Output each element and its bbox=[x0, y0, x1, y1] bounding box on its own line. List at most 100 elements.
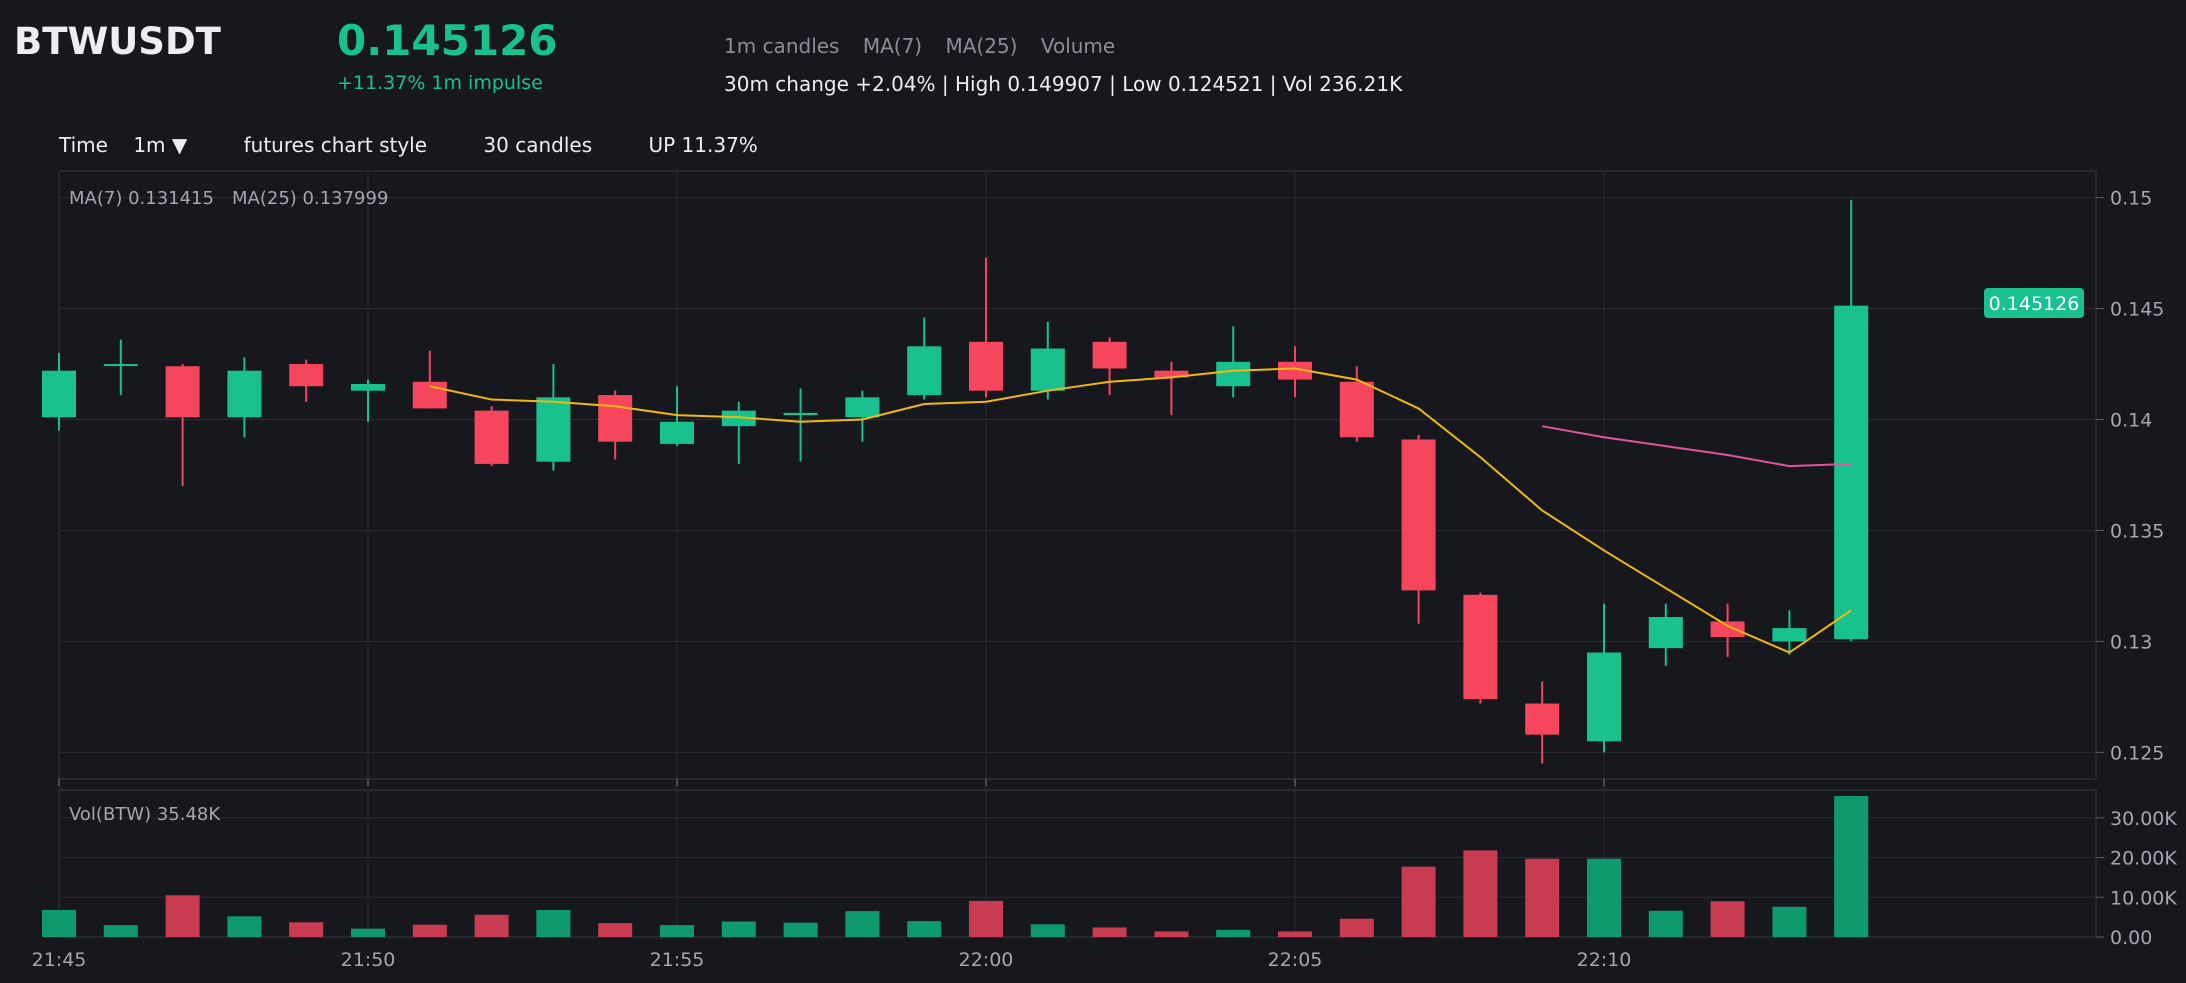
volume-bar bbox=[969, 900, 1003, 937]
volume-bar bbox=[1092, 927, 1127, 937]
ma25-value-label: MA(25) 0.137999 bbox=[232, 188, 388, 209]
volume-bar bbox=[474, 914, 509, 937]
price-tick-label: 0.145 bbox=[2110, 299, 2164, 321]
candles bbox=[42, 199, 1869, 764]
candle-up bbox=[351, 384, 385, 391]
price-tag-text: 0.145126 bbox=[1989, 293, 2080, 315]
volume-bar bbox=[536, 909, 571, 937]
volume-bar bbox=[783, 922, 818, 937]
candle-up bbox=[660, 421, 694, 444]
candle-down bbox=[289, 364, 324, 387]
volume-label: Vol(BTW) 35.48K bbox=[69, 804, 221, 825]
candle-down bbox=[1463, 594, 1498, 700]
symbol-title: BTWUSDT bbox=[14, 20, 221, 63]
volume-bar bbox=[1216, 929, 1251, 937]
candle-count: 30 candles bbox=[483, 133, 593, 157]
time-label: Time bbox=[59, 133, 108, 157]
candle-down bbox=[1154, 370, 1189, 378]
volume-bar bbox=[42, 909, 76, 937]
time-tick-label: 22:00 bbox=[959, 949, 1014, 971]
volume-bar bbox=[1154, 931, 1189, 937]
axes: 0.15 0.145 0.14 0.135 0.13 0.125 30.00K 20.00K 1… bbox=[32, 188, 2178, 971]
legend-ma7[interactable]: MA(7) bbox=[862, 34, 923, 58]
chart-toolbar: Time 1m ▼ futures chart style 30 candles… bbox=[59, 133, 758, 157]
candle-down bbox=[1339, 381, 1374, 438]
price-tag bbox=[1984, 288, 2084, 318]
volume-bar bbox=[598, 923, 633, 937]
last-price: 0.145126 bbox=[337, 16, 558, 65]
volume-bar bbox=[351, 928, 385, 937]
price-tick-label: 0.15 bbox=[2110, 188, 2152, 210]
candle-up bbox=[783, 412, 818, 416]
candle-down bbox=[969, 341, 1003, 391]
volume-tick-label: 10.00K bbox=[2110, 887, 2177, 909]
price-tick-label: 0.14 bbox=[2110, 410, 2152, 432]
candle-up bbox=[907, 346, 942, 396]
candle-down bbox=[474, 410, 509, 464]
candle-down bbox=[1710, 621, 1745, 637]
volume-bar bbox=[1278, 931, 1312, 937]
volume-bar bbox=[412, 924, 447, 937]
volume-bar bbox=[103, 925, 138, 937]
time-tick-label: 21:50 bbox=[341, 949, 396, 971]
candle-up bbox=[227, 370, 262, 418]
candle-up bbox=[721, 410, 756, 427]
candle-up bbox=[1030, 348, 1065, 391]
candle-down bbox=[412, 381, 447, 409]
price-tick-label: 0.135 bbox=[2110, 520, 2164, 542]
candle-up bbox=[42, 370, 76, 418]
volume-tick-label: 30.00K bbox=[2110, 808, 2177, 830]
volume-tick-label: 20.00K bbox=[2110, 848, 2177, 870]
time-tick-label: 22:10 bbox=[1577, 949, 1632, 971]
legend-candles[interactable]: 1m candles bbox=[724, 34, 840, 58]
ma25-line bbox=[1542, 425, 1852, 468]
candle-down bbox=[165, 366, 200, 418]
indicator-legend: 1m candles MA(7) MA(25) Volume bbox=[724, 34, 1132, 58]
candle-up bbox=[1834, 305, 1869, 640]
volume-bar bbox=[1648, 910, 1683, 937]
volume-bar bbox=[165, 895, 200, 937]
grid bbox=[58, 170, 2097, 938]
volume-bar bbox=[907, 921, 942, 937]
time-tick-label: 21:45 bbox=[32, 949, 87, 971]
candle-up bbox=[536, 397, 571, 462]
volume-tick-label: 0.00 bbox=[2110, 927, 2152, 949]
candle-up bbox=[1772, 628, 1807, 642]
candle-up bbox=[1587, 652, 1621, 742]
moving-averages bbox=[429, 367, 1852, 654]
candle-up bbox=[845, 397, 880, 418]
volume-bar bbox=[227, 916, 262, 937]
candle-up bbox=[103, 364, 138, 367]
candle-up bbox=[1216, 361, 1251, 387]
candle-up bbox=[1648, 617, 1683, 649]
volume-bar bbox=[1463, 850, 1498, 937]
legend-ma25[interactable]: MA(25) bbox=[945, 34, 1018, 58]
volume-bar bbox=[721, 921, 756, 937]
volume-bar bbox=[289, 922, 324, 937]
interval-select[interactable]: 1m ▼ bbox=[133, 133, 188, 157]
stats-summary: 30m change +2.04% | High 0.149907 | Low … bbox=[724, 72, 1403, 96]
time-tick-label: 22:05 bbox=[1268, 949, 1323, 971]
volume-bar bbox=[660, 925, 694, 937]
volume-bars bbox=[42, 796, 1869, 937]
legend-volume[interactable]: Volume bbox=[1040, 34, 1116, 58]
change-indicator: UP 11.37% bbox=[648, 133, 758, 157]
volume-bar bbox=[1030, 924, 1065, 937]
volume-bar bbox=[845, 911, 880, 937]
volume-bar bbox=[1401, 866, 1436, 937]
time-tick-label: 21:55 bbox=[650, 949, 705, 971]
volume-bar bbox=[1525, 858, 1560, 937]
volume-bar bbox=[1834, 796, 1869, 937]
volume-bar bbox=[1710, 901, 1745, 937]
candle-down bbox=[1092, 341, 1127, 369]
volume-bar bbox=[1772, 906, 1807, 937]
candle-down bbox=[1278, 361, 1312, 380]
volume-bar bbox=[1587, 858, 1621, 937]
ma7-value-label: MA(7) 0.131415 bbox=[69, 188, 214, 209]
chart-style-button[interactable]: futures chart style bbox=[243, 133, 428, 157]
price-tick-label: 0.13 bbox=[2110, 631, 2152, 653]
candle-down bbox=[1401, 439, 1436, 591]
price-pane-frame bbox=[58, 170, 2097, 780]
ma7-line bbox=[429, 367, 1852, 654]
